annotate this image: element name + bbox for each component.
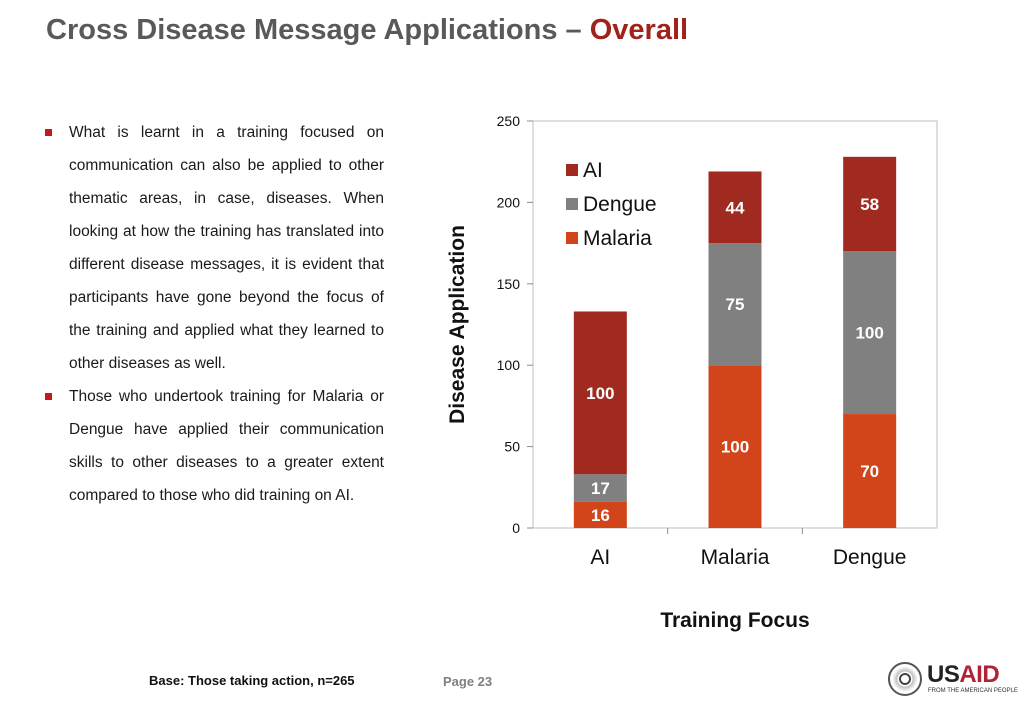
logo-tagline: FROM THE AMERICAN PEOPLE	[928, 688, 1018, 694]
legend-label: Dengue	[583, 193, 657, 216]
bar-segment	[573, 311, 627, 475]
y-tick-label: 50	[504, 439, 520, 455]
bullet-square-icon	[45, 393, 52, 400]
data-label: 100	[855, 324, 883, 343]
page-number: Page 23	[443, 674, 493, 689]
title-main: Cross Disease Message Applications –	[46, 14, 582, 46]
bar-segment	[843, 251, 897, 415]
bullet-list: What is learnt in a training focused on …	[42, 116, 384, 512]
x-tick-label: Malaria	[701, 546, 770, 569]
legend-label: Malaria	[583, 227, 652, 250]
bar-segment	[708, 171, 762, 244]
data-label: 16	[591, 506, 610, 525]
bar-segment	[708, 243, 762, 366]
bar-segment	[573, 501, 627, 528]
y-tick-label: 150	[497, 276, 521, 292]
base-note: Base: Those taking action, n=265	[149, 673, 355, 688]
title-accent: Overall	[589, 14, 689, 46]
bar-segment	[843, 156, 897, 252]
legend-label: AI	[583, 159, 603, 182]
x-tick-label: AI	[590, 546, 610, 569]
bullet-square-icon	[45, 129, 52, 136]
data-label: 100	[586, 384, 614, 403]
legend-swatch	[566, 198, 578, 210]
y-tick-label: 100	[497, 357, 521, 373]
bullet-text: Those who undertook training for Malaria…	[69, 388, 384, 504]
page-title: Cross Disease Message Applications – Ove…	[46, 14, 688, 47]
legend-swatch	[566, 164, 578, 176]
data-label: 100	[721, 438, 749, 457]
bullet-item: Those who undertook training for Malaria…	[42, 380, 384, 512]
x-axis-title: Training Focus	[660, 609, 809, 632]
data-label: 58	[860, 195, 879, 214]
data-label: 44	[726, 198, 745, 217]
bar-segment	[843, 414, 897, 528]
data-label: 75	[726, 295, 745, 314]
bar-segment	[573, 474, 627, 502]
data-label: 17	[591, 479, 610, 498]
logo-wordmark: USAID	[927, 661, 1000, 688]
legend-swatch	[566, 232, 578, 244]
y-axis-title: Disease Application	[446, 225, 469, 424]
y-tick-label: 250	[497, 113, 521, 129]
bullet-item: What is learnt in a training focused on …	[42, 116, 384, 380]
seal-icon	[888, 662, 922, 696]
x-tick-label: Dengue	[833, 546, 907, 569]
bullet-text: What is learnt in a training focused on …	[69, 124, 384, 372]
data-label: 70	[860, 462, 879, 481]
y-tick-label: 200	[497, 194, 521, 210]
bar-segment	[708, 365, 762, 528]
y-tick-label: 0	[512, 520, 520, 536]
usaid-logo: USAID FROM THE AMERICAN PEOPLE	[888, 660, 1018, 702]
